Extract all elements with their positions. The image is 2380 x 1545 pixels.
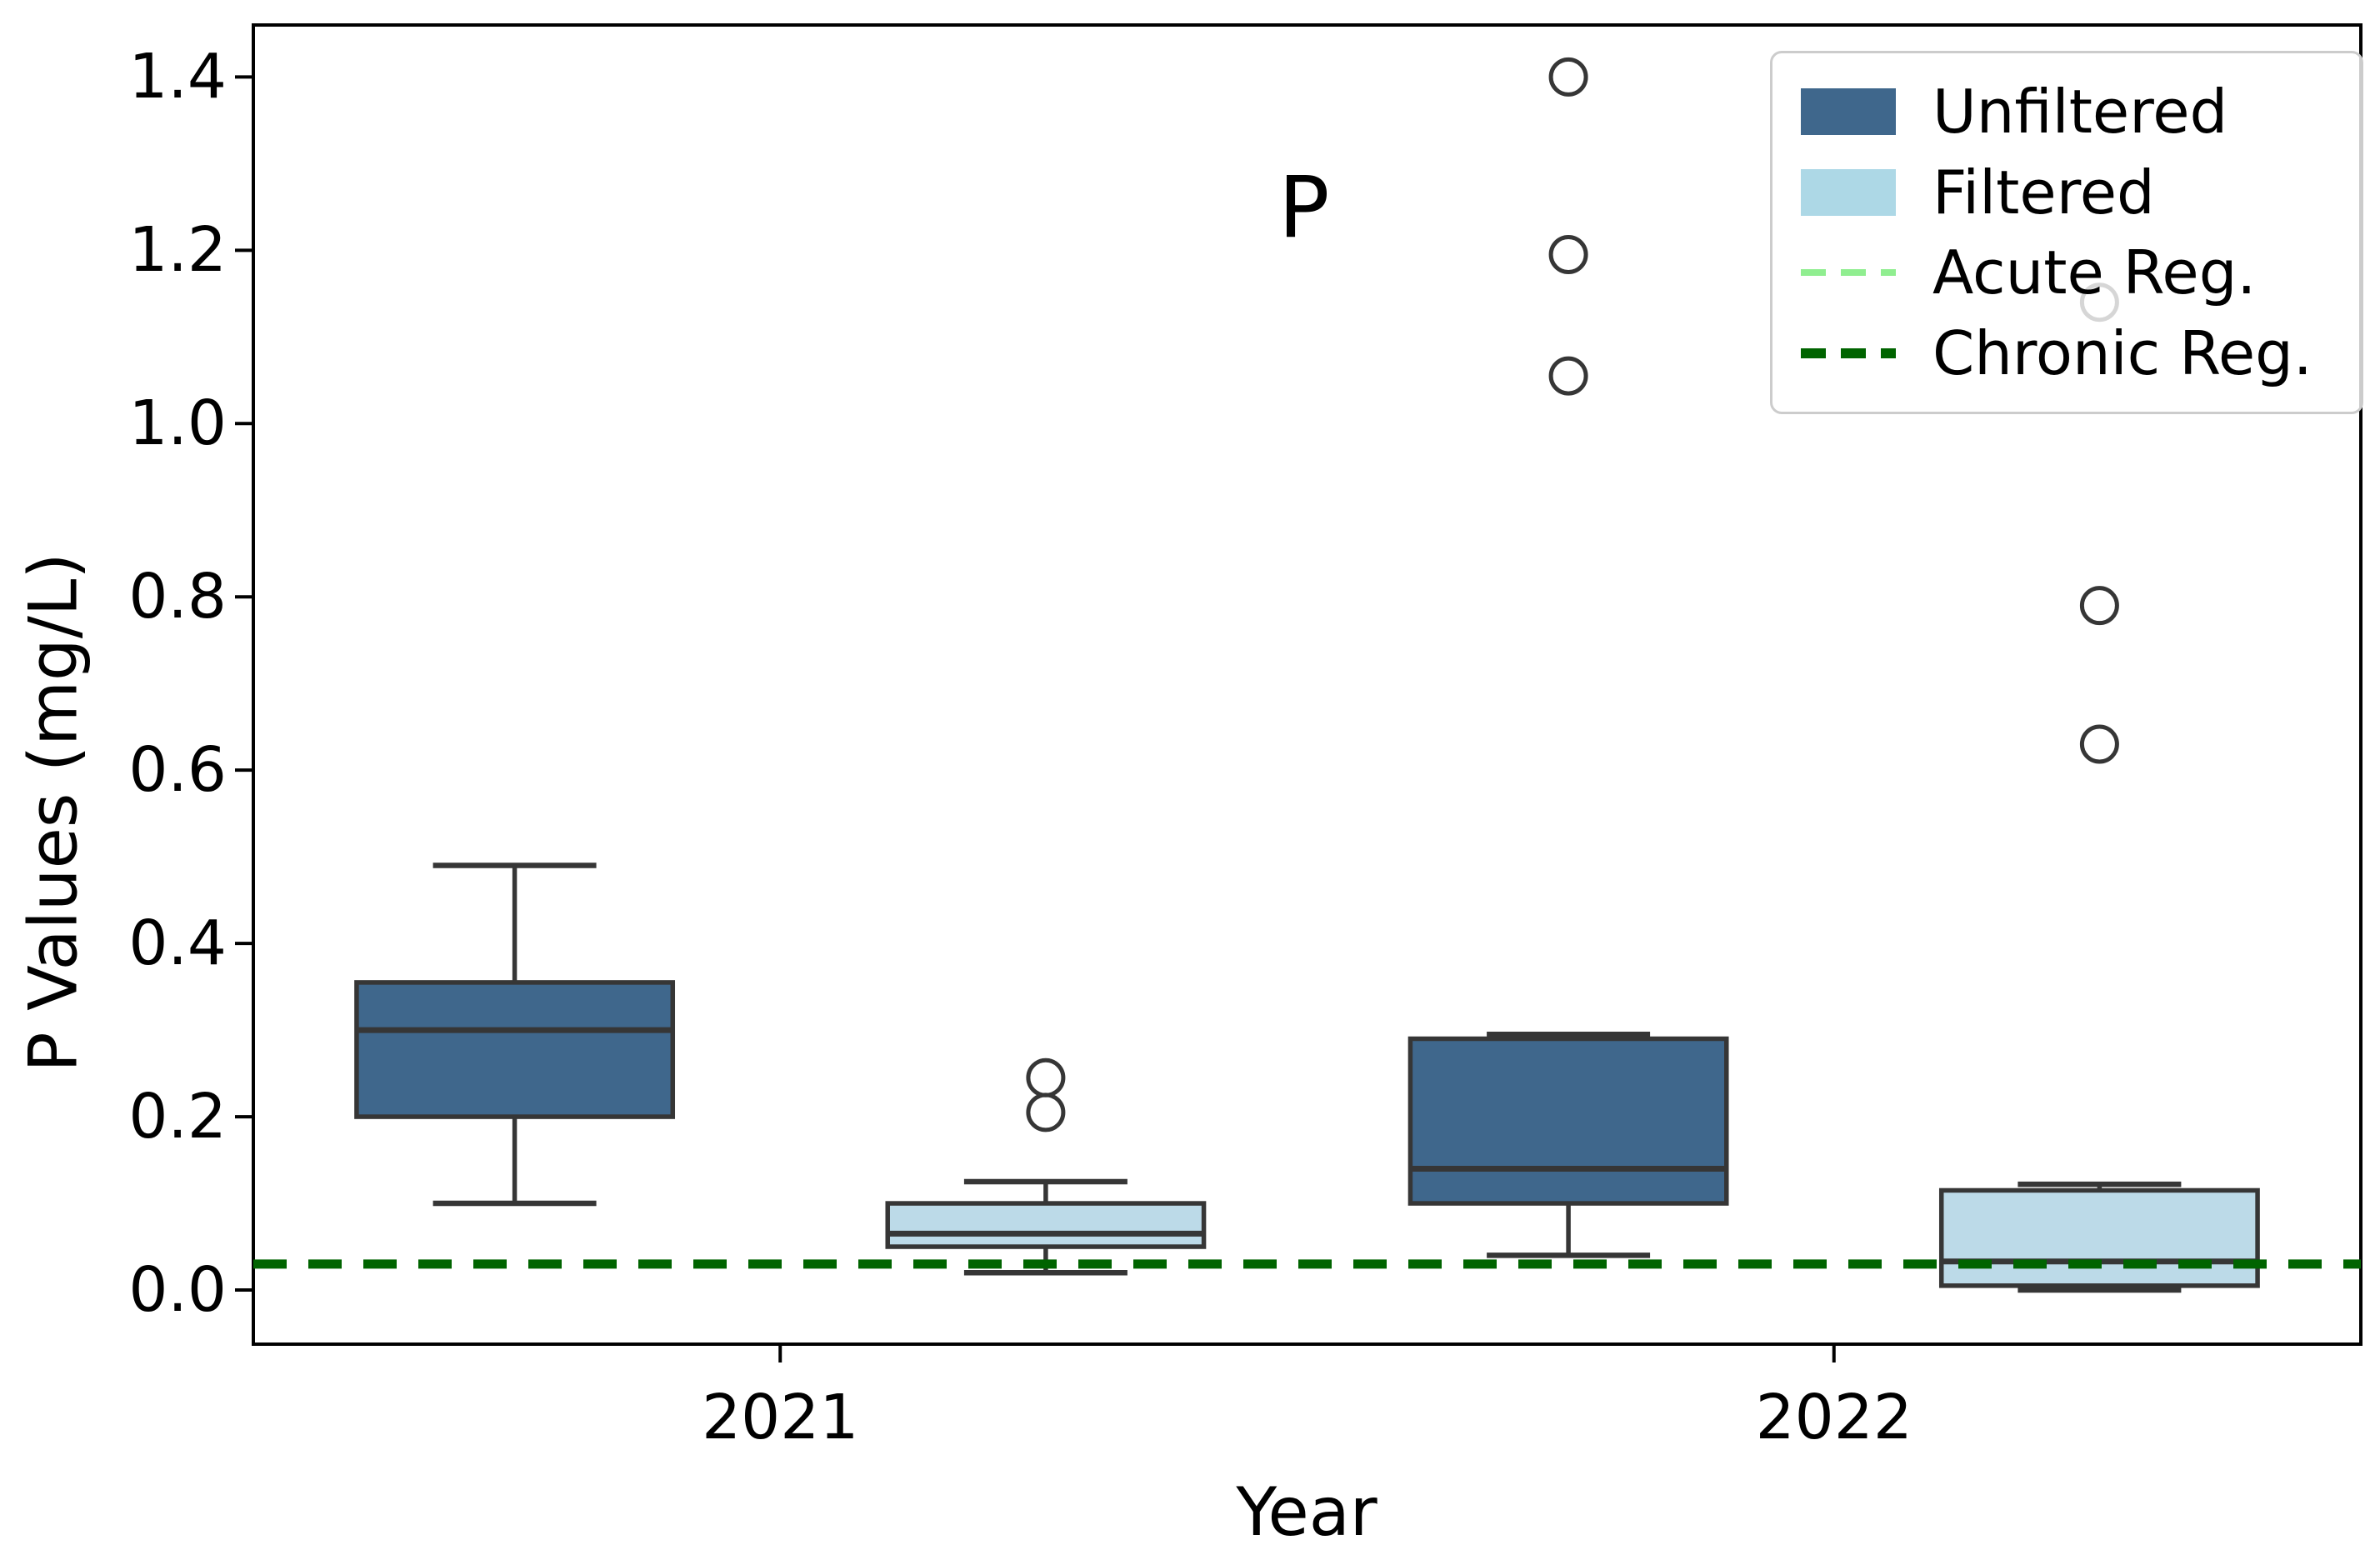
box-filtered-2022 — [1938, 282, 2260, 1293]
outlier-point — [1548, 356, 1588, 396]
unfiltered-swatch-icon — [1801, 88, 1896, 136]
axis-ticks — [235, 75, 1836, 1362]
y-tick-label: 1.2 — [128, 214, 227, 287]
legend-label: Filtered — [1932, 157, 2155, 228]
y-tick-label: 1.4 — [128, 41, 227, 113]
legend-item-unfiltered: Unfiltered — [1801, 77, 2352, 147]
filtered-swatch-icon — [1801, 168, 1896, 216]
x-tick-label-2021: 2021 — [702, 1382, 859, 1453]
iqr-box — [354, 980, 676, 1119]
outlier-point — [2079, 724, 2119, 764]
legend-label: Acute Reg. — [1932, 238, 2257, 308]
outlier-point — [2079, 586, 2119, 626]
outlier-point — [1548, 235, 1588, 275]
iqr-box — [1938, 1188, 2260, 1288]
y-tick-label: 0.8 — [128, 561, 227, 633]
legend-label: Unfiltered — [1932, 77, 2228, 148]
box-unfiltered-2022 — [1408, 57, 1729, 1258]
iqr-box — [1408, 1036, 1729, 1206]
y-tick-label: 0.6 — [128, 734, 227, 807]
x-axis-title: Year — [1236, 1473, 1378, 1545]
y-tick-label: 0.2 — [128, 1081, 227, 1153]
legend-item-chronic-reg: Chronic Reg. — [1801, 318, 2352, 388]
iqr-box — [885, 1201, 1207, 1249]
legend-item-filtered: Filtered — [1801, 158, 2352, 228]
annotation-p: P — [1278, 158, 1330, 258]
y-tick-label: 0.0 — [128, 1254, 227, 1327]
box-unfiltered-2021 — [354, 862, 676, 1207]
acute-dashed-line-icon — [1801, 269, 1896, 277]
y-tick-label: 0.4 — [128, 908, 227, 980]
legend-label: Chronic Reg. — [1932, 318, 2312, 388]
legend: Unfiltered Filtered Acute Reg. Chronic R… — [1770, 51, 2363, 414]
chronic-dashed-line-icon — [1801, 348, 1896, 358]
y-tick-label: 1.0 — [128, 388, 227, 460]
x-tick-label-2022: 2022 — [1755, 1382, 1912, 1453]
legend-item-acute-reg: Acute Reg. — [1801, 238, 2352, 308]
box-filtered-2021 — [885, 1058, 1207, 1276]
outlier-point — [1548, 57, 1588, 97]
outlier-point — [1026, 1058, 1066, 1098]
y-tick-labels: 0.0 0.2 0.4 0.6 0.8 1.0 1.2 1.4 — [0, 0, 227, 1545]
boxplot-series — [354, 57, 2260, 1293]
